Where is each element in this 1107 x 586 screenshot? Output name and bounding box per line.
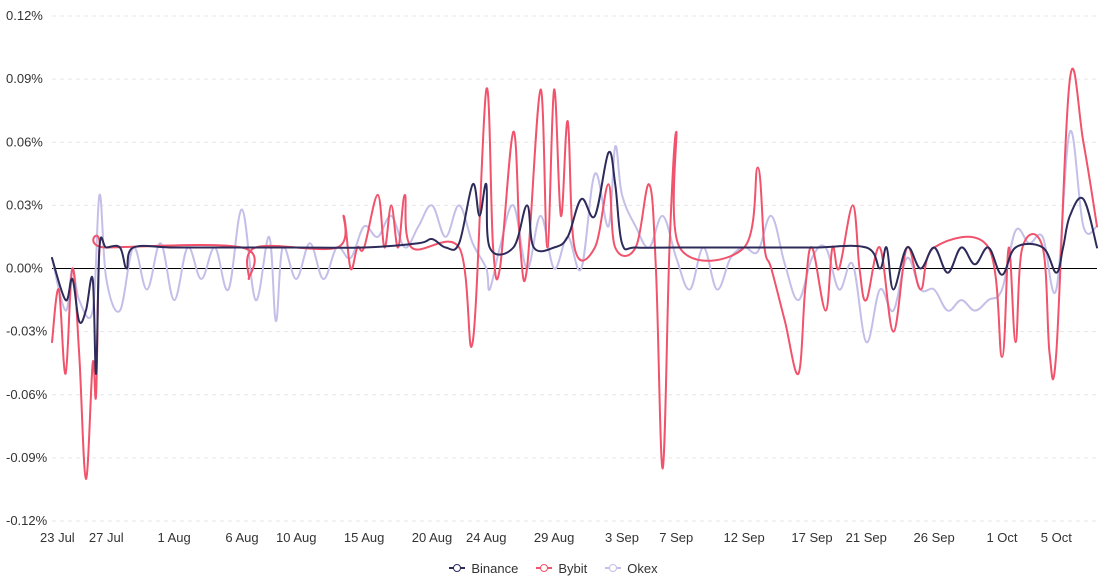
y-tick-label: -0.03%	[6, 324, 48, 339]
x-tick-label: 17 Sep	[791, 530, 832, 545]
legend-marker-icon	[605, 563, 622, 573]
legend-label: Okex	[627, 560, 658, 576]
x-tick-label: 10 Aug	[276, 530, 317, 545]
series-line-binance	[51, 150, 1098, 375]
x-tick-label: 6 Aug	[225, 530, 258, 545]
grid-lines	[52, 15, 1097, 522]
series-lines	[51, 67, 1098, 480]
x-tick-label: 1 Aug	[158, 530, 191, 545]
x-tick-label: 20 Aug	[412, 530, 453, 545]
x-tick-label: 24 Aug	[466, 530, 507, 545]
legend-marker-icon	[536, 563, 553, 573]
x-tick-label: 12 Sep	[724, 530, 765, 545]
legend-marker-icon	[449, 563, 466, 573]
chart-legend: Binance Bybit Okex	[0, 558, 1107, 578]
y-axis-ticks: -0.12% -0.09% -0.06% -0.03% 0.00% 0.03% 0.06% 0…	[6, 8, 48, 528]
funding-rate-chart: -0.12% -0.09% -0.06% -0.03% 0.00% 0.03% 0.06% 0…	[6, 8, 1098, 545]
legend-item-okex[interactable]: Okex	[605, 560, 658, 576]
x-tick-label: 26 Sep	[914, 530, 955, 545]
y-tick-label: 0.09%	[6, 71, 43, 86]
series-line-bybit	[51, 67, 1098, 480]
x-axis-ticks: 23 Jul 27 Jul 1 Aug 6 Aug 10 Aug 15 Aug 20 Aug…	[40, 530, 1072, 545]
y-tick-label: 0.00%	[6, 261, 43, 276]
legend-label: Binance	[471, 560, 519, 576]
y-tick-label: 0.12%	[6, 8, 43, 23]
x-tick-label: 23 Jul	[40, 530, 75, 545]
y-tick-label: -0.09%	[6, 450, 48, 465]
y-tick-label: -0.12%	[6, 513, 48, 528]
x-tick-label: 3 Sep	[605, 530, 639, 545]
y-tick-label: -0.06%	[6, 387, 48, 402]
series-line-okex	[51, 129, 1098, 344]
x-tick-label: 1 Oct	[986, 530, 1017, 545]
x-tick-label: 7 Sep	[659, 530, 693, 545]
x-tick-label: 5 Oct	[1041, 530, 1072, 545]
x-tick-label: 27 Jul	[89, 530, 124, 545]
x-tick-label: 21 Sep	[846, 530, 887, 545]
x-tick-label: 29 Aug	[534, 530, 575, 545]
legend-item-binance[interactable]: Binance	[449, 561, 518, 576]
y-tick-label: 0.06%	[6, 134, 43, 149]
legend-label: Bybit	[558, 560, 588, 576]
x-tick-label: 15 Aug	[344, 530, 385, 545]
y-tick-label: 0.03%	[6, 197, 43, 212]
legend-item-bybit[interactable]: Bybit	[536, 561, 587, 576]
